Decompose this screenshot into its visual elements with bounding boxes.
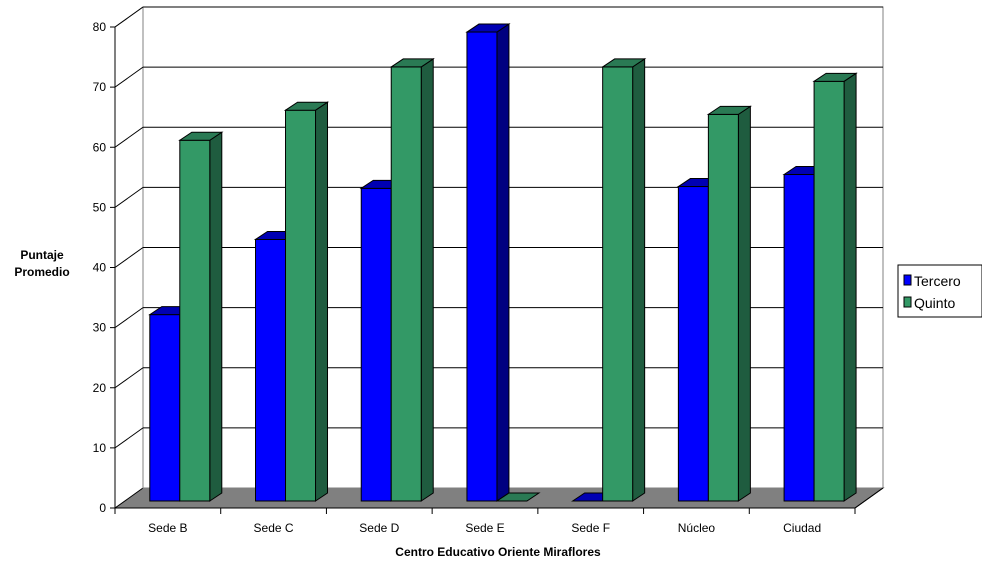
bar-side	[844, 73, 856, 501]
bar-front	[256, 239, 286, 501]
bar-side	[316, 102, 328, 501]
bar-side	[633, 59, 645, 501]
bar-front	[150, 315, 180, 501]
bar-quinto-1	[286, 102, 328, 501]
x-tick-label: Núcleo	[678, 521, 716, 535]
x-tick-label: Sede E	[465, 521, 504, 535]
bar-quinto-6	[814, 73, 856, 501]
bar-side	[210, 132, 222, 501]
gridline-side	[115, 7, 143, 27]
y-tick-label: 10	[93, 441, 107, 455]
x-tick-label: Sede C	[254, 521, 294, 535]
y-tick-label: 0	[99, 501, 106, 515]
y-tick-label: 50	[93, 200, 107, 214]
y-tick-label: 80	[93, 20, 107, 34]
gridline-side	[115, 308, 143, 328]
bar-front	[467, 32, 497, 501]
gridline-side	[115, 127, 143, 147]
y-tick-label: 40	[93, 261, 107, 275]
bar-quinto-2	[391, 59, 433, 501]
bar-side	[497, 24, 509, 501]
legend: Tercero Quinto	[898, 265, 982, 317]
bar-front	[784, 175, 814, 501]
legend-label-tercero: Tercero	[914, 273, 961, 289]
y-axis-title-line1: Puntaje	[20, 248, 64, 262]
bar-quinto-5	[708, 106, 750, 501]
bar-side	[738, 106, 750, 501]
bar-front	[286, 110, 316, 501]
bar-front	[603, 67, 633, 501]
legend-swatch-tercero	[904, 275, 911, 285]
y-tick-label: 60	[93, 140, 107, 154]
bar-front	[391, 67, 421, 501]
gridline-side	[115, 67, 143, 87]
bar-front	[708, 114, 738, 501]
y-axis-title-line2: Promedio	[14, 265, 69, 279]
bar-side	[421, 59, 433, 501]
y-tick-label: 70	[93, 80, 107, 94]
bar-front	[678, 187, 708, 501]
legend-swatch-quinto	[904, 297, 911, 307]
gridline-side	[115, 368, 143, 388]
legend-label-quinto: Quinto	[914, 295, 955, 311]
y-tick-label: 30	[93, 321, 107, 335]
x-tick-label: Sede F	[571, 521, 610, 535]
bar-front	[814, 81, 844, 501]
y-tick-label: 20	[93, 381, 107, 395]
bar-quinto-0	[180, 132, 222, 501]
gridline-side	[115, 248, 143, 268]
x-axis-title: Centro Educativo Oriente Miraflores	[395, 545, 601, 559]
x-tick-label: Sede B	[148, 521, 187, 535]
gridline-side	[115, 187, 143, 207]
bar-front	[180, 140, 210, 501]
gridline-side	[115, 428, 143, 448]
bar-front	[361, 188, 391, 501]
x-tick-label: Ciudad	[783, 521, 821, 535]
x-tick-label: Sede D	[359, 521, 399, 535]
bar-tercero-3	[467, 24, 509, 501]
y-axis: 0 10 20 30 40 50 60 70 80	[93, 20, 115, 515]
bar-quinto-4	[603, 59, 645, 501]
